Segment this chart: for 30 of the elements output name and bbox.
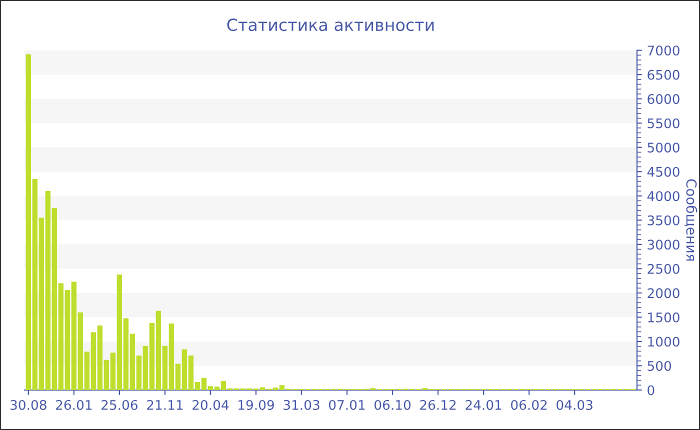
x-tick-label: 25.06	[102, 400, 138, 410]
x-tick-label: 31.03	[284, 400, 320, 410]
y-tick-label: 1500	[648, 312, 680, 322]
y-tick-label: 5500	[648, 118, 680, 128]
x-tick-label: 06.10	[374, 400, 411, 410]
y-tick-label: 2500	[648, 264, 680, 274]
x-tick-label: 20.04	[192, 400, 229, 410]
y-axis-title: Сообщения	[684, 179, 698, 261]
x-tick-label: 26.01	[56, 400, 92, 410]
chart-title: Статистика активности	[227, 18, 434, 32]
x-tick-label: 04.03	[556, 400, 592, 410]
y-tick-label: 6500	[648, 70, 680, 80]
y-tick-label: 500	[648, 360, 672, 371]
y-tick-label: 0	[648, 385, 654, 396]
x-tick-label: 21.11	[147, 400, 183, 410]
y-tick-label: 5000	[648, 142, 680, 153]
x-tick-label: 30.08	[10, 400, 46, 410]
y-tick-label: 2000	[648, 288, 680, 298]
y-tick-label: 1000	[648, 336, 680, 347]
y-tick-label: 7000	[648, 46, 680, 56]
x-tick-label: 24.01	[466, 400, 502, 410]
x-tick-label: 07.01	[328, 400, 365, 410]
y-tick-label: 4500	[647, 166, 680, 177]
x-tick-label: 19.09	[238, 400, 274, 410]
x-tick-label: 06.02	[511, 400, 547, 410]
x-tick-label: 26.12	[420, 400, 456, 410]
y-tick-label: 4000	[647, 191, 680, 202]
y-tick-label: 3000	[648, 240, 680, 250]
y-tick-label: 3500	[648, 215, 680, 226]
y-tick-label: 6000	[648, 94, 680, 104]
